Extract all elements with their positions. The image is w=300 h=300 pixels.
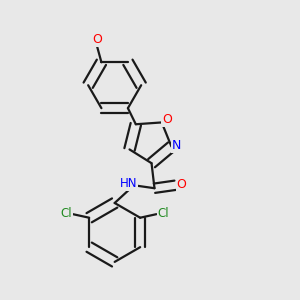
Text: O: O [177,178,187,191]
Text: N: N [172,140,182,152]
Text: O: O [92,33,102,46]
Text: Cl: Cl [60,207,72,220]
Text: HN: HN [120,177,137,190]
Text: Cl: Cl [158,207,169,220]
Text: O: O [162,113,172,126]
